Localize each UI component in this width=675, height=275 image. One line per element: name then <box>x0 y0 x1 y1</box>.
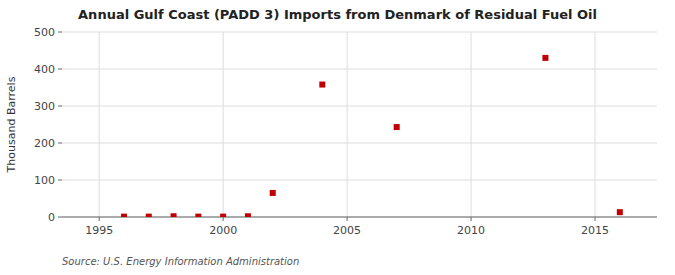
y-tick-label: 300 <box>34 100 55 113</box>
y-axis-label: Thousand Barrels <box>5 76 18 173</box>
y-grid-line <box>62 69 657 70</box>
x-grid-line <box>595 32 596 217</box>
axes: 1995 2000 2005 2010 2015 0 100 200 300 400 500 <box>34 26 657 237</box>
y-tick-label: 200 <box>34 137 55 150</box>
y-tick-label: 0 <box>48 211 55 224</box>
y-tick <box>58 106 62 107</box>
x-grid-line <box>99 32 100 217</box>
y-tick <box>58 32 62 33</box>
y-tick <box>58 69 62 70</box>
scatter-point <box>195 214 201 217</box>
y-tick-label: 500 <box>34 26 55 39</box>
source-note: Source: U.S. Energy Information Administ… <box>62 256 299 267</box>
chart-container: Annual Gulf Coast (PADD 3) Imports from … <box>0 0 675 275</box>
x-tick <box>595 217 596 221</box>
y-tick <box>58 180 62 181</box>
x-tick <box>99 217 100 221</box>
scatter-point <box>171 213 177 217</box>
scatter-point <box>270 190 276 196</box>
scatter-point <box>617 209 623 215</box>
y-tick-label: 100 <box>34 174 55 187</box>
x-tick-label: 1995 <box>85 224 113 237</box>
grid <box>62 32 657 217</box>
x-tick-label: 2000 <box>209 224 237 237</box>
x-tick-label: 2015 <box>581 224 609 237</box>
x-tick-label: 2005 <box>333 224 361 237</box>
x-grid-line <box>347 32 348 217</box>
y-tick <box>58 217 62 218</box>
chart-title: Annual Gulf Coast (PADD 3) Imports from … <box>78 7 597 22</box>
x-grid-line <box>223 32 224 217</box>
x-tick <box>223 217 224 221</box>
x-tick-label: 2010 <box>457 224 485 237</box>
points <box>121 55 623 217</box>
scatter-point <box>542 55 548 61</box>
scatter-point <box>319 82 325 88</box>
scatter-point <box>245 213 251 217</box>
x-tick <box>347 217 348 221</box>
chart-svg: Annual Gulf Coast (PADD 3) Imports from … <box>0 0 675 275</box>
scatter-point <box>121 214 127 217</box>
y-tick-label: 400 <box>34 63 55 76</box>
scatter-point <box>394 124 400 130</box>
y-tick <box>58 143 62 144</box>
scatter-point <box>146 214 152 217</box>
y-grid-line <box>62 180 657 181</box>
x-tick <box>471 217 472 221</box>
y-grid-line <box>62 143 657 144</box>
scatter-point <box>220 214 226 217</box>
y-grid-line <box>62 106 657 107</box>
y-grid-line <box>62 32 657 33</box>
x-grid-line <box>471 32 472 217</box>
